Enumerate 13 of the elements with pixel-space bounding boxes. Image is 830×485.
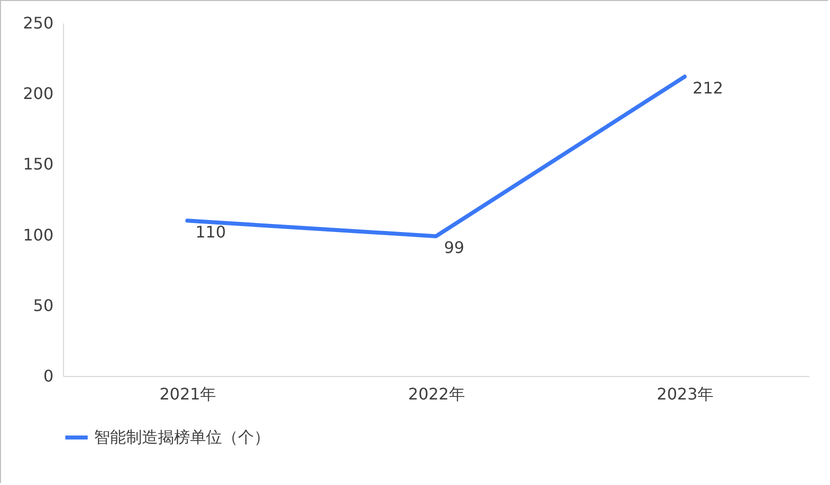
data-label: 212: [692, 78, 724, 98]
x-tick-label: 2023年: [656, 384, 714, 404]
y-tick-label: 250: [22, 14, 54, 32]
data-label: 110: [195, 222, 226, 242]
y-tick-label: 200: [22, 84, 54, 104]
legend-label: 智能制造揭榜单位（个）: [94, 428, 270, 446]
y-tick-label: 100: [22, 225, 54, 244]
y-tick-label: 0: [43, 366, 54, 386]
x-tick-label: 2022年: [408, 384, 465, 404]
y-tick-label: 150: [22, 154, 54, 174]
x-tick-label: 2021年: [159, 384, 216, 404]
data-label: 99: [444, 238, 464, 258]
y-tick-label: 50: [33, 296, 54, 315]
